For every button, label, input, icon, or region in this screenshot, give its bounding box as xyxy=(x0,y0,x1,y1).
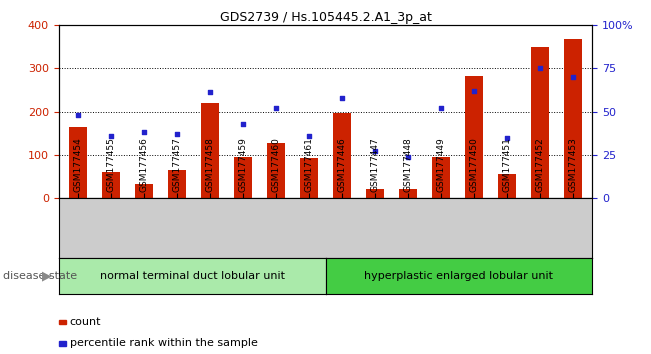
Text: ▶: ▶ xyxy=(42,270,51,282)
Point xyxy=(337,95,347,101)
Point xyxy=(568,74,578,80)
Point xyxy=(271,105,281,111)
Point xyxy=(73,112,83,118)
Bar xyxy=(69,127,87,198)
Point xyxy=(501,135,512,140)
Bar xyxy=(333,113,351,198)
Text: percentile rank within the sample: percentile rank within the sample xyxy=(70,338,258,348)
Point xyxy=(139,130,150,135)
Point xyxy=(534,65,545,71)
Text: hyperplastic enlarged lobular unit: hyperplastic enlarged lobular unit xyxy=(365,271,553,281)
Point xyxy=(304,133,314,139)
Point xyxy=(370,149,380,154)
Point xyxy=(403,154,413,159)
Bar xyxy=(168,170,186,198)
Bar xyxy=(300,158,318,198)
Bar xyxy=(432,157,450,198)
Text: GDS2739 / Hs.105445.2.A1_3p_at: GDS2739 / Hs.105445.2.A1_3p_at xyxy=(219,11,432,24)
Point xyxy=(436,105,446,111)
Text: disease state: disease state xyxy=(3,271,77,281)
Bar xyxy=(399,189,417,198)
Bar xyxy=(135,184,154,198)
Point xyxy=(469,88,479,93)
Bar xyxy=(497,175,516,198)
Point xyxy=(205,90,215,95)
Bar xyxy=(234,157,252,198)
Point xyxy=(106,133,117,139)
Point xyxy=(172,131,182,137)
Bar xyxy=(366,189,384,198)
Bar xyxy=(201,103,219,198)
Bar xyxy=(531,47,549,198)
Point xyxy=(238,121,248,126)
Bar xyxy=(267,143,285,198)
Text: normal terminal duct lobular unit: normal terminal duct lobular unit xyxy=(100,271,284,281)
Bar xyxy=(564,39,582,198)
Bar xyxy=(465,75,483,198)
Bar xyxy=(102,172,120,198)
Text: count: count xyxy=(70,317,101,327)
